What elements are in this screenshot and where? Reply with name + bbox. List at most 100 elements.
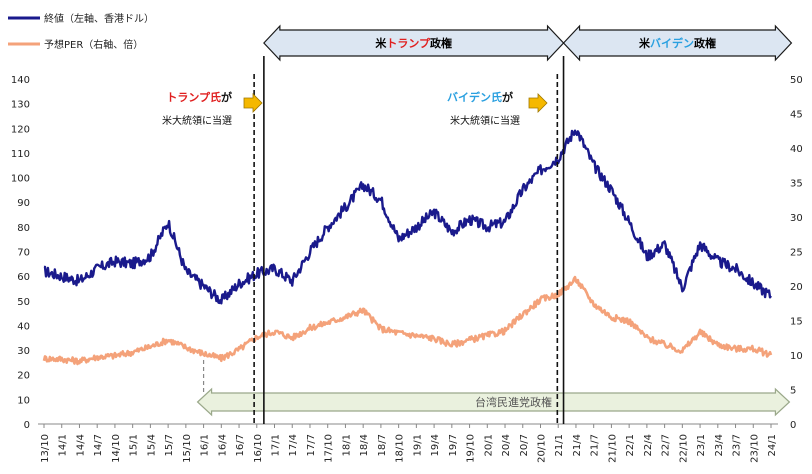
x-tick-label: 23/10 xyxy=(749,434,760,463)
biden-administration-arrow: 米バイデン政権 xyxy=(562,24,793,62)
right-tick-label: 20 xyxy=(790,282,803,293)
svg-text:バイデン氏が: バイデン氏が xyxy=(447,90,513,104)
right-axis: 0 5 10 15 20 25 30 35 40 45 50 xyxy=(790,75,803,431)
trump-label-post: 政権 xyxy=(430,36,452,50)
election-markers xyxy=(202,56,565,424)
x-axis: 13/10 14/1 14/4 14/7 14/10 15/1 15/4 15/7 15/10 1… xyxy=(40,424,778,463)
x-tick-label: 19/7 xyxy=(448,434,459,456)
x-tick-label: 15/10 xyxy=(182,434,193,463)
right-tick-label: 5 xyxy=(790,386,796,397)
trump-election-note: トランプ氏が 米大統領に当選 xyxy=(162,90,263,127)
x-tick-label: 20/7 xyxy=(519,434,530,456)
x-tick-label: 19/4 xyxy=(430,434,441,456)
x-tick-label: 16/7 xyxy=(235,434,246,456)
svg-text:米トランプ政権: 米トランプ政権 xyxy=(374,36,452,50)
x-tick-label: 24/1 xyxy=(767,434,778,456)
x-tick-label: 21/10 xyxy=(607,434,618,463)
x-tick-label: 16/10 xyxy=(253,434,264,463)
x-tick-label: 22/7 xyxy=(661,434,672,456)
right-tick-label: 50 xyxy=(790,75,803,86)
right-tick-label: 45 xyxy=(790,110,803,121)
left-tick-label: 20 xyxy=(17,371,30,382)
left-tick-label: 130 xyxy=(11,100,30,111)
x-tick-label: 19/10 xyxy=(466,434,477,463)
trump-label-pre: 米 xyxy=(374,36,387,50)
trump-note-arrow-icon xyxy=(243,93,263,113)
biden-note-line2: 米大統領に当選 xyxy=(450,114,520,127)
left-tick-label: 60 xyxy=(17,272,30,283)
x-tick-label: 16/4 xyxy=(217,434,228,456)
taiwan-dpp-label: 台湾民進党政権 xyxy=(475,395,552,409)
x-tick-label: 22/1 xyxy=(625,434,636,456)
right-tick-label: 25 xyxy=(790,248,803,259)
x-tick-label: 20/4 xyxy=(501,434,512,456)
x-tick-label: 21/1 xyxy=(554,434,565,456)
left-axis: 0 10 20 30 40 50 60 70 80 90 100 110 120 130 140 xyxy=(11,75,30,431)
x-tick-label: 15/7 xyxy=(164,434,175,456)
trump-note-name: トランプ氏 xyxy=(166,90,221,104)
trump-label-colored: トランプ xyxy=(386,36,431,50)
right-tick-label: 40 xyxy=(790,144,803,155)
x-tick-label: 22/10 xyxy=(678,434,689,463)
x-tick-label: 14/7 xyxy=(93,434,104,456)
taiwan-dpp-arrow: 台湾民進党政権 xyxy=(196,387,791,417)
left-tick-label: 10 xyxy=(17,395,30,406)
svg-text:米バイデン政権: 米バイデン政権 xyxy=(638,36,716,50)
price-series-line xyxy=(43,129,772,305)
x-tick-label: 23/7 xyxy=(732,434,743,456)
x-tick-label: 17/7 xyxy=(306,434,317,456)
x-tick-label: 20/1 xyxy=(483,434,494,456)
x-tick-label: 14/10 xyxy=(111,434,122,463)
right-tick-label: 10 xyxy=(790,351,803,362)
x-tick-label: 14/1 xyxy=(58,434,69,456)
left-tick-label: 30 xyxy=(17,346,30,357)
legend-label-per: 予想PER（右軸、倍） xyxy=(44,38,143,51)
x-tick-label: 15/1 xyxy=(129,434,140,456)
trump-note-line2: 米大統領に当選 xyxy=(162,114,232,127)
biden-election-note: バイデン氏が 米大統領に当選 xyxy=(447,90,548,127)
per-series-line xyxy=(42,275,773,366)
x-tick-label: 13/10 xyxy=(40,434,51,463)
legend-label-price: 終値（左軸、香港ドル） xyxy=(44,12,154,25)
left-tick-label: 40 xyxy=(17,321,30,332)
x-tick-label: 18/7 xyxy=(377,434,388,456)
left-tick-label: 140 xyxy=(11,75,30,86)
x-tick-label: 17/1 xyxy=(271,434,282,456)
biden-note-name: バイデン氏 xyxy=(447,90,502,104)
x-tick-label: 17/10 xyxy=(324,434,335,463)
x-tick-label: 17/4 xyxy=(288,434,299,456)
x-tick-label: 21/4 xyxy=(572,434,583,456)
left-tick-label: 50 xyxy=(17,297,30,308)
left-tick-label: 110 xyxy=(11,149,30,160)
x-tick-label: 16/1 xyxy=(200,434,211,456)
series-layer xyxy=(42,129,773,366)
biden-note-arrow-icon xyxy=(528,93,548,113)
x-tick-label: 19/1 xyxy=(412,434,423,456)
x-tick-label: 18/4 xyxy=(359,434,370,456)
x-tick-label: 20/10 xyxy=(536,434,547,463)
x-tick-label: 23/4 xyxy=(714,434,725,456)
biden-label-post: 政権 xyxy=(694,36,716,50)
x-tick-label: 14/4 xyxy=(75,434,86,456)
left-tick-label: 100 xyxy=(11,174,30,185)
biden-note-ga: が xyxy=(502,90,513,104)
x-tick-label: 22/4 xyxy=(643,434,654,456)
left-tick-label: 120 xyxy=(11,124,30,135)
trump-note-ga: が xyxy=(221,90,232,104)
x-tick-label: 21/7 xyxy=(590,434,601,456)
biden-label-colored: バイデン xyxy=(650,36,694,50)
left-tick-label: 90 xyxy=(17,198,30,209)
svg-text:トランプ氏が: トランプ氏が xyxy=(166,90,232,104)
right-tick-label: 0 xyxy=(790,420,796,431)
right-tick-label: 30 xyxy=(790,213,803,224)
left-tick-label: 0 xyxy=(24,420,30,431)
left-tick-label: 80 xyxy=(17,223,30,234)
right-tick-label: 35 xyxy=(790,179,803,190)
x-tick-label: 15/4 xyxy=(146,434,157,456)
biden-label-pre: 米 xyxy=(638,36,651,50)
x-tick-label: 18/1 xyxy=(341,434,352,456)
x-tick-label: 23/1 xyxy=(696,434,707,456)
x-tick-label: 18/10 xyxy=(395,434,406,463)
right-tick-label: 15 xyxy=(790,317,803,328)
